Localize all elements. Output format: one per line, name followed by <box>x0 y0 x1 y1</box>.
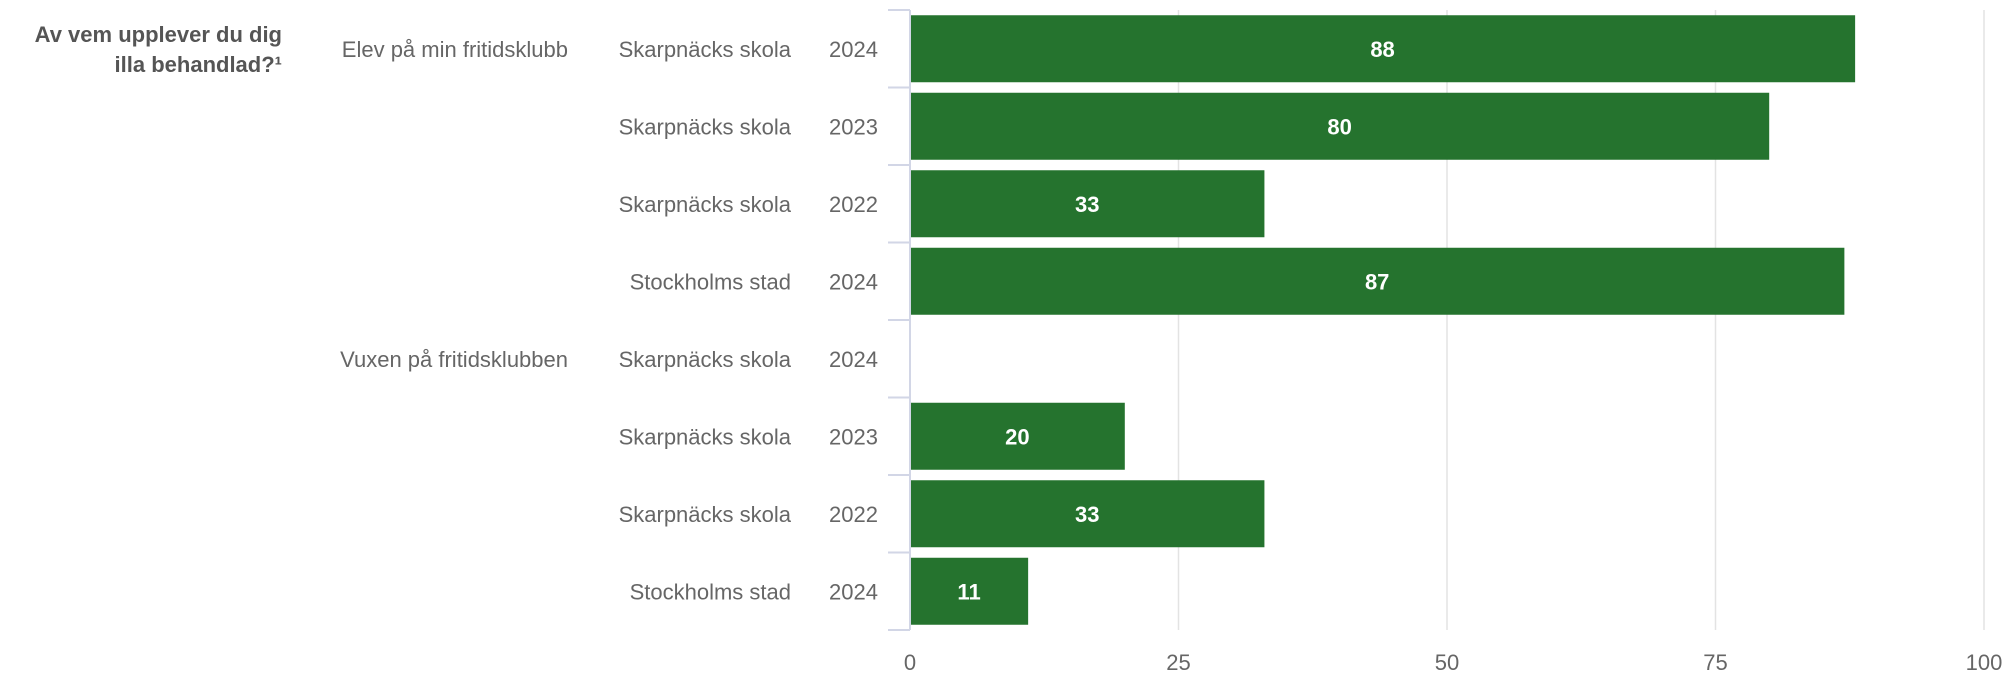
year-label: 2024 <box>829 347 878 372</box>
bar <box>910 170 1265 238</box>
entity-label: Skarpnäcks skola <box>619 347 792 372</box>
x-tick-label: 100 <box>1966 650 2003 675</box>
entity-label: Skarpnäcks skola <box>619 192 792 217</box>
x-tick-label: 50 <box>1435 650 1459 675</box>
year-label: 2024 <box>829 269 878 294</box>
year-label: 2022 <box>829 502 878 527</box>
entity-label: Skarpnäcks skola <box>619 37 792 62</box>
bar <box>910 557 1029 625</box>
bar <box>910 480 1265 548</box>
x-axis-tick-labels: 0 25 50 75 100 <box>904 650 2002 675</box>
bar-value-label: 11 <box>957 579 980 604</box>
year-label: 2024 <box>829 37 878 62</box>
bar <box>910 15 1856 83</box>
bar-value-label: 87 <box>1365 269 1389 294</box>
bar <box>910 402 1125 470</box>
bars: 88 80 33 87 20 33 11 <box>910 15 1856 625</box>
category-labels: Av vem upplever du dig illa behandlad?¹ … <box>35 22 878 604</box>
group-label: Elev på min fritidsklubb <box>342 37 568 62</box>
year-label: 2023 <box>829 114 878 139</box>
group-label: Vuxen på fritidsklubben <box>340 347 568 372</box>
year-label: 2023 <box>829 424 878 449</box>
entity-label: Stockholms stad <box>630 579 791 604</box>
question-title-line-2: illa behandlad?¹ <box>115 52 282 77</box>
x-tick-label: 25 <box>1166 650 1190 675</box>
year-label: 2022 <box>829 192 878 217</box>
bar-value-label: 20 <box>1005 424 1029 449</box>
entity-label: Skarpnäcks skola <box>619 502 792 527</box>
bar-value-label: 33 <box>1075 192 1099 217</box>
question-title-line-1: Av vem upplever du dig <box>35 22 282 47</box>
year-label: 2024 <box>829 579 878 604</box>
bar <box>910 247 1845 315</box>
entity-label: Stockholms stad <box>630 269 791 294</box>
x-tick-label: 0 <box>904 650 916 675</box>
entity-label: Skarpnäcks skola <box>619 114 792 139</box>
bar-value-label: 80 <box>1327 114 1351 139</box>
x-tick-label: 75 <box>1703 650 1727 675</box>
bar-value-label: 33 <box>1075 502 1099 527</box>
entity-label: Skarpnäcks skola <box>619 424 792 449</box>
axis <box>888 9 911 631</box>
bar-value-label: 88 <box>1370 37 1394 62</box>
bar <box>910 92 1770 160</box>
